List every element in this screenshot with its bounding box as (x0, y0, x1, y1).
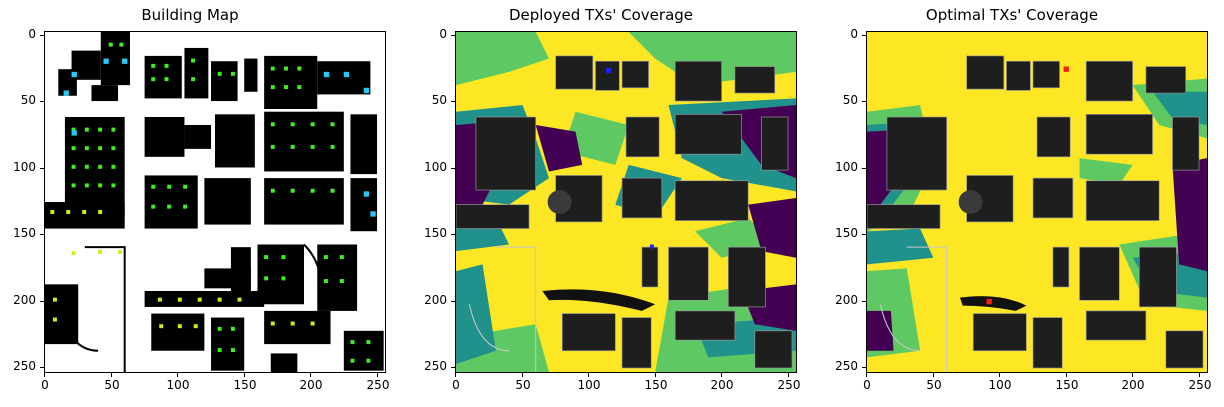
y-tick: 150 (2, 226, 44, 240)
y-tick: 100 (413, 160, 455, 174)
panel-optimal-coverage: Optimal TXs' Coverage (822, 0, 1211, 407)
y-tick: 50 (413, 93, 455, 107)
x-tick: 100 (985, 373, 1015, 392)
y-tick: 150 (824, 226, 866, 240)
y-tick: 200 (824, 293, 866, 307)
x-tick: 250 (363, 373, 393, 392)
x-tick: 200 (707, 373, 737, 392)
y-tick: 150 (413, 226, 455, 240)
deployed-coverage-image (456, 32, 796, 372)
x-tick: 250 (774, 373, 804, 392)
optimal-tx-marker (1063, 66, 1069, 72)
x-tick: 0 (852, 373, 882, 392)
x-tick: 250 (1185, 373, 1215, 392)
y-tick: 250 (824, 359, 866, 373)
y-tick: 0 (824, 27, 866, 41)
y-tick: 200 (2, 293, 44, 307)
panel-title: Building Map (141, 6, 239, 24)
optimal-coverage-image (867, 32, 1207, 372)
y-tick: 50 (2, 93, 44, 107)
panel-building-map: Building Map (0, 0, 389, 407)
building-map-image (45, 32, 384, 372)
coverage-axes (866, 31, 1208, 373)
x-tick: 100 (574, 373, 604, 392)
x-tick: 150 (1052, 373, 1082, 392)
x-tick: 0 (30, 373, 60, 392)
x-tick: 200 (296, 373, 326, 392)
y-tick: 100 (824, 160, 866, 174)
panel-title: Optimal TXs' Coverage (925, 6, 1099, 24)
deployed-tx-marker (606, 67, 612, 74)
coverage-axes (455, 31, 797, 373)
x-tick: 150 (641, 373, 671, 392)
x-tick: 50 (919, 373, 949, 392)
deployed-tx-marker (649, 244, 654, 249)
y-tick: 50 (824, 93, 866, 107)
y-tick: 250 (2, 359, 44, 373)
y-tick: 0 (413, 27, 455, 41)
x-tick: 50 (97, 373, 127, 392)
x-tick: 150 (230, 373, 260, 392)
y-tick: 200 (413, 293, 455, 307)
x-tick: 200 (1118, 373, 1148, 392)
x-tick: 100 (163, 373, 193, 392)
x-tick: 0 (441, 373, 471, 392)
y-tick: 0 (2, 27, 44, 41)
optimal-tx-marker (986, 298, 992, 305)
y-tick: 250 (413, 359, 455, 373)
x-tick: 50 (508, 373, 538, 392)
panel-deployed-coverage: Deployed TXs' Coverage (411, 0, 800, 407)
y-tick: 100 (2, 160, 44, 174)
panel-title: Deployed TXs' Coverage (508, 6, 694, 24)
map-axes (44, 31, 386, 373)
